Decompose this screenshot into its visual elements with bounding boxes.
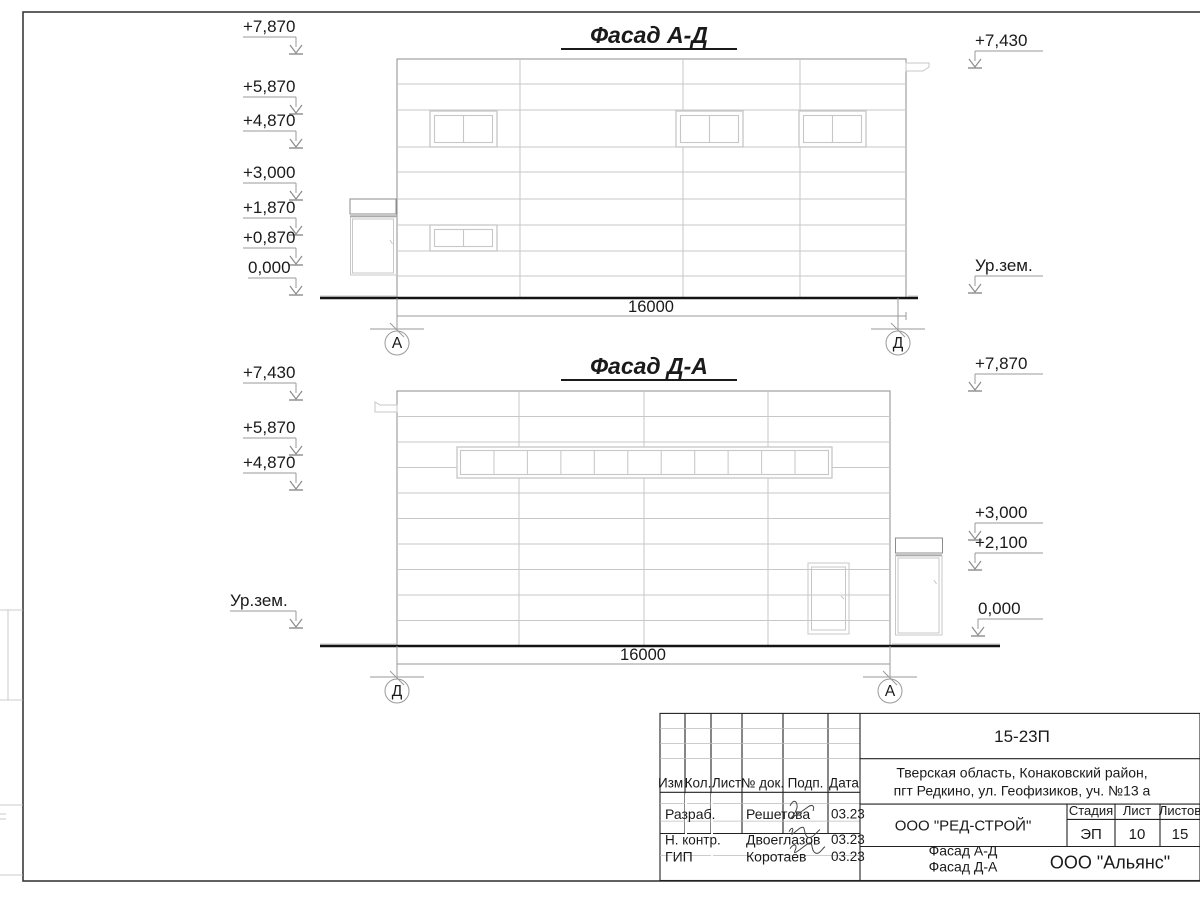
svg-text:16000: 16000 bbox=[628, 298, 674, 316]
svg-text:№ док.: № док. bbox=[741, 775, 784, 790]
svg-text:+4,870: +4,870 bbox=[243, 453, 295, 472]
svg-text:Фасад Д-А: Фасад Д-А bbox=[929, 859, 998, 875]
svg-text:+0,870: +0,870 bbox=[243, 228, 295, 247]
svg-text:+7,870: +7,870 bbox=[243, 17, 295, 36]
svg-text:Фасад Д-А: Фасад Д-А bbox=[590, 353, 708, 379]
svg-text:Изм.: Изм. bbox=[658, 775, 687, 790]
svg-text:+7,430: +7,430 bbox=[975, 31, 1027, 50]
svg-text:Тверская область, Конаковский: Тверская область, Конаковский район, bbox=[896, 764, 1147, 780]
svg-text:ГИП: ГИП bbox=[665, 849, 693, 865]
svg-text:Решетова: Решетова bbox=[746, 806, 810, 822]
svg-text:Дата: Дата bbox=[829, 775, 859, 790]
svg-text:+2,100: +2,100 bbox=[975, 533, 1027, 552]
svg-text:Д: Д bbox=[392, 683, 403, 700]
svg-text:10: 10 bbox=[1129, 826, 1146, 843]
svg-text:Листов: Листов bbox=[1159, 803, 1200, 818]
svg-text:А: А bbox=[885, 683, 896, 700]
svg-text:+3,000: +3,000 bbox=[975, 503, 1027, 522]
svg-text:Ур.зем.: Ур.зем. bbox=[230, 591, 288, 610]
svg-text:15: 15 bbox=[1172, 826, 1189, 843]
svg-text:Лист: Лист bbox=[1123, 803, 1151, 818]
svg-text:0,000: 0,000 bbox=[248, 258, 291, 277]
svg-text:+4,870: +4,870 bbox=[243, 111, 295, 130]
svg-text:Стадия: Стадия bbox=[1069, 803, 1113, 818]
svg-text:16000: 16000 bbox=[620, 646, 666, 664]
svg-text:Подп.: Подп. bbox=[788, 775, 824, 790]
svg-text:ООО "РЕД-СТРОЙ": ООО "РЕД-СТРОЙ" bbox=[895, 816, 1032, 834]
svg-text:Разраб.: Разраб. bbox=[665, 806, 715, 822]
svg-text:ЭП: ЭП bbox=[1080, 826, 1102, 843]
svg-text:+3,000: +3,000 bbox=[243, 163, 295, 182]
svg-text:Н. контр.: Н. контр. bbox=[665, 833, 721, 848]
svg-text:+5,870: +5,870 bbox=[243, 77, 295, 96]
svg-text:0,000: 0,000 bbox=[978, 599, 1021, 618]
svg-text:+7,430: +7,430 bbox=[243, 363, 295, 382]
svg-text:+5,870: +5,870 bbox=[243, 418, 295, 437]
svg-text:Фасад А-Д: Фасад А-Д bbox=[590, 22, 708, 48]
svg-text:Ур.зем.: Ур.зем. bbox=[975, 256, 1033, 275]
svg-text:Кол.: Кол. bbox=[685, 775, 712, 790]
svg-text:Фасад А-Д: Фасад А-Д bbox=[929, 843, 998, 859]
svg-text:А: А bbox=[392, 335, 403, 352]
svg-text:Двоеглазов: Двоеглазов bbox=[746, 832, 820, 848]
svg-text:ООО "Альянс": ООО "Альянс" bbox=[1050, 853, 1170, 873]
svg-text:Лист: Лист bbox=[712, 775, 741, 790]
svg-text:+1,870: +1,870 bbox=[243, 198, 295, 217]
svg-text:15-23П: 15-23П bbox=[994, 727, 1050, 746]
svg-text:пгт Редкино, ул. Геофизиков, у: пгт Редкино, ул. Геофизиков, уч. №13 а bbox=[894, 782, 1151, 798]
svg-text:+7,870: +7,870 bbox=[975, 354, 1027, 373]
svg-text:Д: Д bbox=[893, 335, 904, 352]
